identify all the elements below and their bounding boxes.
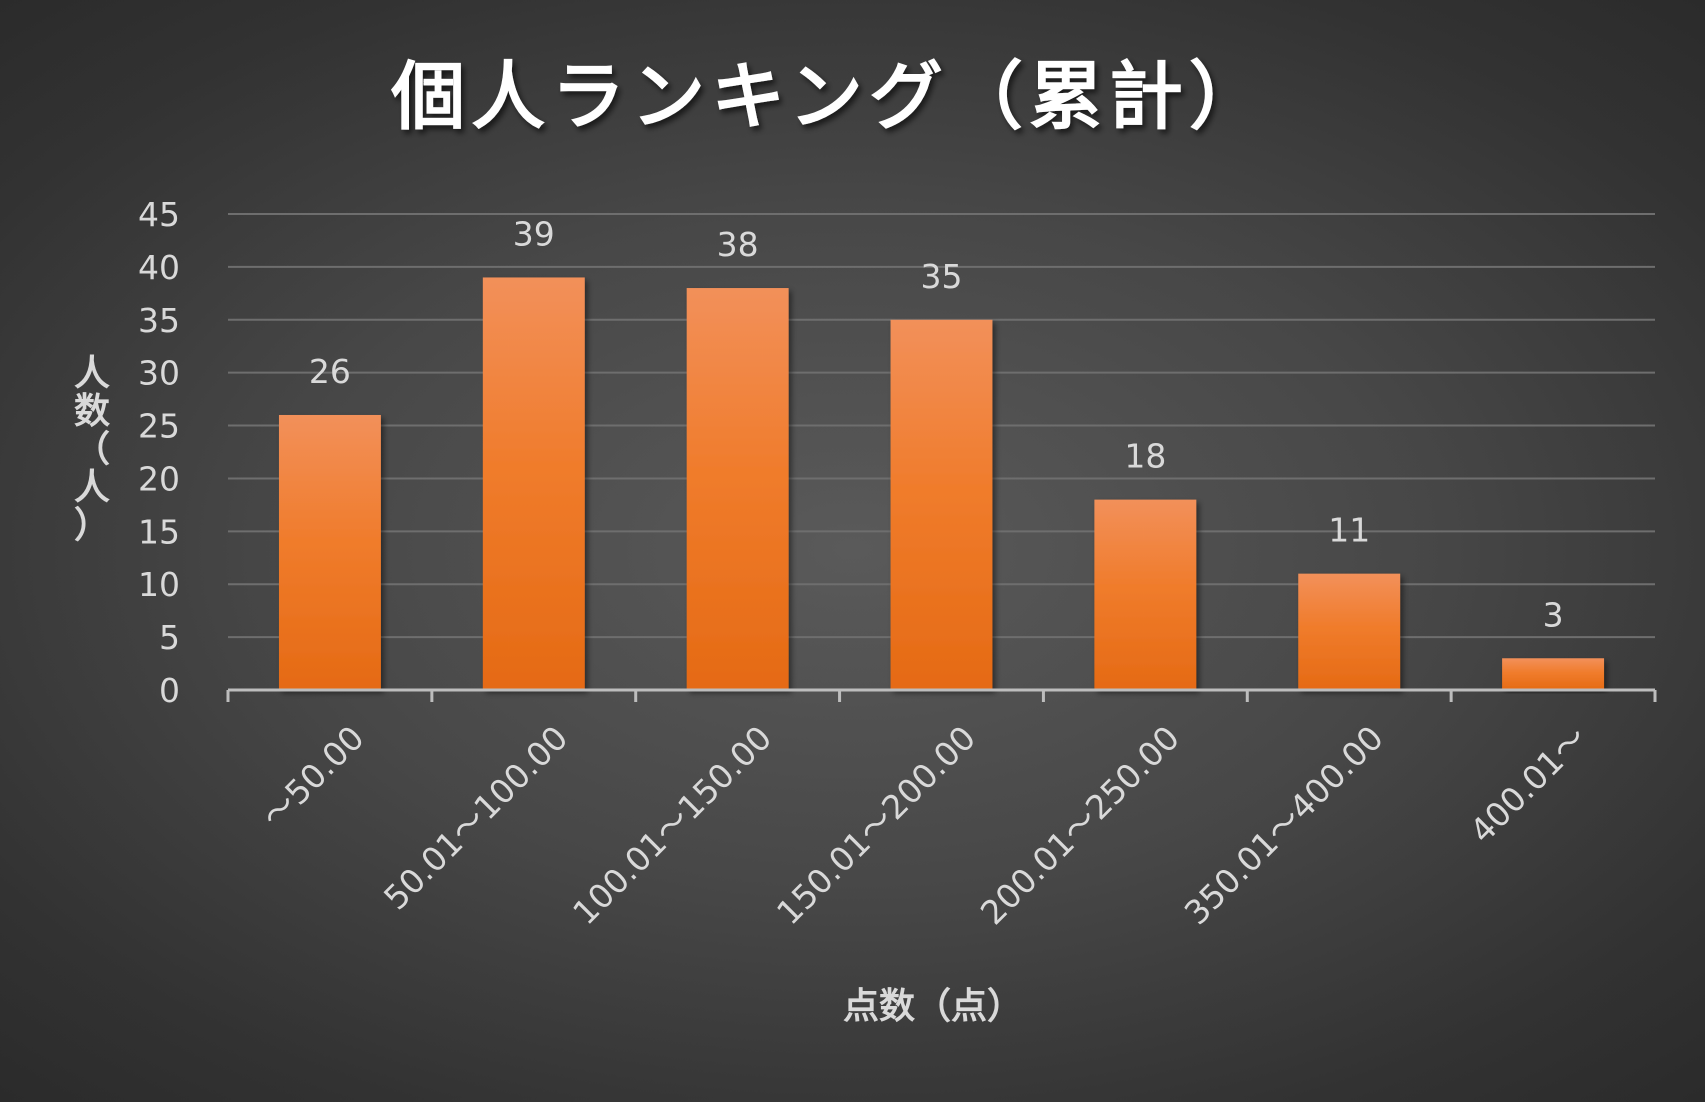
x-axis-tick-labels: ～50.00 50.01～100.00100.01～150.00150.01～20… [254, 718, 1595, 932]
y-tick-label: 25 [138, 407, 180, 446]
bar [1094, 499, 1197, 690]
x-axis [226, 688, 1657, 702]
bar [482, 277, 585, 690]
data-label: 26 [309, 352, 351, 391]
data-label: 3 [1543, 595, 1564, 634]
x-axis-label: 点数（点） [843, 986, 1023, 1027]
y-tick-label: 5 [159, 618, 180, 657]
y-tick-label: 20 [138, 459, 180, 498]
data-label: 38 [717, 225, 759, 264]
data-label: 35 [921, 257, 963, 296]
y-tick-label: 45 [138, 195, 180, 234]
x-tick-label: 100.01～150.00 [565, 718, 779, 932]
bar [890, 319, 993, 690]
y-tick-label: 30 [138, 354, 180, 393]
y-axis-label: 人数（人） [74, 353, 110, 546]
x-tick-label: 50.01～100.00 [376, 718, 575, 917]
y-tick-label: 35 [138, 301, 180, 340]
y-tick-label: 10 [138, 565, 180, 604]
bar [686, 288, 789, 690]
y-tick-label: 15 [138, 512, 180, 551]
x-tick-label: 350.01～400.00 [1177, 718, 1391, 932]
bar [1298, 573, 1401, 690]
x-tick-label: ～50.00 [254, 718, 372, 836]
bar [1502, 658, 1605, 690]
data-labels: 26 39 38 35 18 11 3 [309, 214, 1564, 634]
x-tick-label: 150.01～200.00 [769, 718, 983, 932]
y-axis-tick-labels: 0 5 10 15 20 25 30 35 40 45 [138, 195, 180, 710]
y-tick-label: 0 [159, 671, 180, 710]
data-label: 39 [513, 214, 555, 253]
y-tick-label: 40 [138, 248, 180, 287]
data-label: 18 [1124, 437, 1166, 476]
x-tick-label: 200.01～250.00 [973, 718, 1187, 932]
bars [278, 277, 1605, 690]
x-tick-label: 400.01～ [1462, 718, 1595, 851]
chart-title: 個人ランキング（累計） [390, 54, 1269, 140]
data-label: 11 [1328, 511, 1370, 550]
bar [278, 414, 381, 690]
